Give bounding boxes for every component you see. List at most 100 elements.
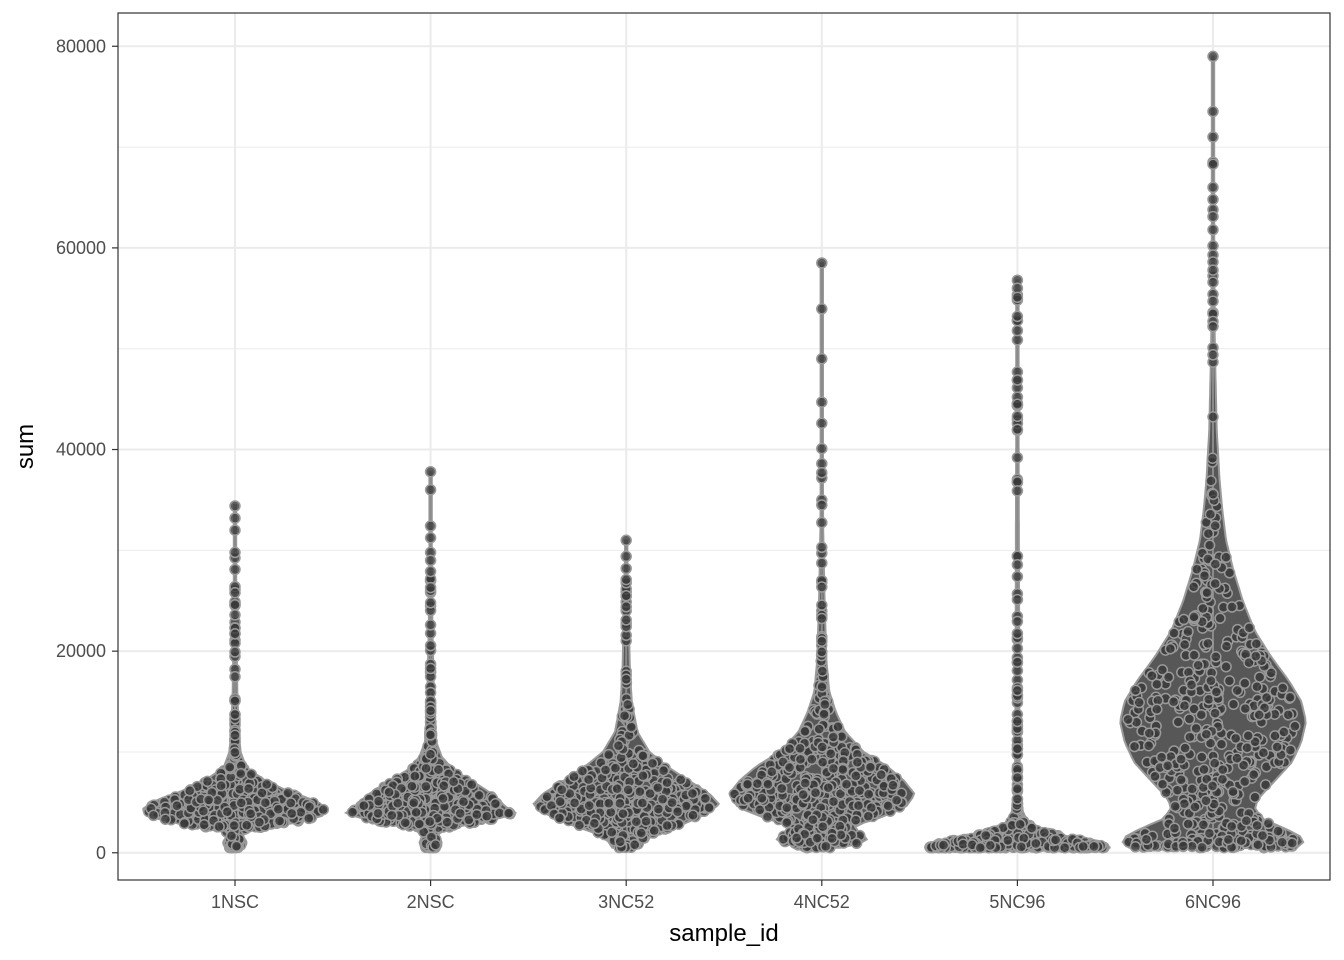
data-point <box>620 673 632 686</box>
data-point <box>223 761 236 773</box>
data-point <box>1209 558 1222 570</box>
data-point <box>622 698 634 711</box>
data-point <box>406 780 418 793</box>
data-point <box>1011 485 1024 497</box>
data-point <box>1210 651 1222 663</box>
x-axis-title: sample_id <box>669 920 778 947</box>
outlier-point <box>816 353 828 365</box>
data-point <box>1182 818 1194 830</box>
data-point <box>1011 627 1024 640</box>
data-point <box>198 819 210 831</box>
outlier-point <box>229 512 241 524</box>
data-point <box>628 838 641 851</box>
data-point <box>1190 722 1202 735</box>
data-point <box>228 819 240 832</box>
y-axis-title: sum <box>12 424 39 469</box>
data-point <box>1183 713 1196 725</box>
data-point <box>1226 601 1238 613</box>
data-point <box>1184 731 1196 743</box>
data-point <box>481 810 493 823</box>
data-point <box>1198 763 1210 776</box>
data-point <box>1011 570 1024 583</box>
data-point <box>754 804 766 816</box>
data-point <box>862 810 875 822</box>
points-1NSC <box>143 500 330 854</box>
data-point <box>614 835 626 848</box>
data-point <box>225 830 238 842</box>
data-point <box>817 820 829 833</box>
outlier-point <box>816 257 828 269</box>
data-point <box>424 748 437 760</box>
data-point <box>1011 593 1024 606</box>
data-point <box>820 840 832 853</box>
data-point <box>413 818 426 830</box>
outlier-point <box>424 554 437 567</box>
data-point <box>273 815 286 827</box>
data-point <box>1164 642 1177 655</box>
data-point <box>1227 698 1240 711</box>
points-3NC52 <box>534 534 716 854</box>
data-point <box>1179 742 1191 754</box>
data-point <box>1231 752 1243 764</box>
outlier-point <box>1207 131 1219 143</box>
data-point <box>1250 650 1262 662</box>
data-point <box>827 762 840 775</box>
data-point <box>1161 759 1174 772</box>
data-point <box>1195 709 1208 721</box>
data-point <box>1227 785 1239 798</box>
data-point <box>282 787 294 799</box>
outlier-point <box>424 597 437 609</box>
outlier-point <box>1207 349 1219 361</box>
data-point <box>1178 699 1191 712</box>
data-point <box>974 841 987 854</box>
data-point <box>1207 411 1219 423</box>
outlier-point <box>1011 291 1024 304</box>
data-point <box>1249 791 1261 803</box>
outlier-point <box>229 599 241 611</box>
data-point <box>588 817 601 830</box>
data-point <box>1202 637 1214 650</box>
data-point <box>1088 840 1100 853</box>
data-point <box>230 840 243 853</box>
data-point <box>1207 488 1219 500</box>
data-point <box>1253 671 1266 683</box>
data-point <box>816 680 828 693</box>
data-point <box>816 665 829 677</box>
data-point <box>816 646 828 658</box>
data-point <box>1203 827 1216 840</box>
data-point <box>776 782 788 795</box>
data-point <box>777 833 790 846</box>
data-point <box>229 695 241 707</box>
outlier-point <box>816 466 828 479</box>
data-point <box>819 698 831 711</box>
data-point <box>1251 680 1263 693</box>
data-point <box>178 817 191 830</box>
data-point <box>849 814 862 827</box>
data-point <box>147 809 160 822</box>
outlier-point <box>1207 320 1219 333</box>
data-point <box>1178 638 1191 651</box>
data-point <box>1011 656 1024 668</box>
data-point <box>807 813 819 826</box>
data-point <box>1011 793 1024 805</box>
data-point <box>424 815 436 828</box>
data-point <box>463 814 475 826</box>
data-point <box>372 795 385 807</box>
outlier-point <box>1011 310 1024 323</box>
data-point <box>432 763 445 776</box>
data-point <box>502 807 515 820</box>
data-point <box>1168 627 1180 639</box>
data-point <box>783 761 796 774</box>
data-point <box>583 799 595 812</box>
outlier-point <box>620 573 632 586</box>
data-point <box>1220 640 1233 652</box>
data-point <box>1196 751 1208 763</box>
data-point <box>424 520 437 532</box>
data-point <box>887 779 899 792</box>
outlier-point <box>620 589 632 602</box>
data-point <box>816 557 828 569</box>
data-point <box>813 723 825 735</box>
data-point <box>1140 833 1153 846</box>
data-point <box>235 768 247 780</box>
